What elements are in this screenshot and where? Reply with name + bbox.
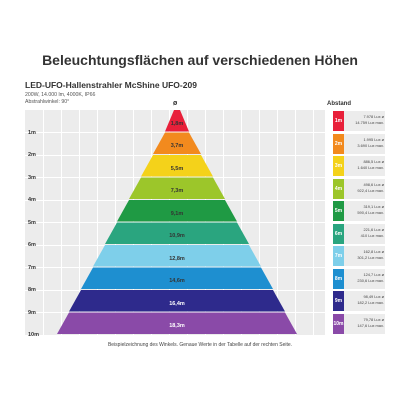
diameter-label: 1,8m [170,120,184,127]
diameter-label: 12,8m [169,255,185,262]
height-label: 8m [28,287,36,293]
diameter-label: 5,5m [170,165,184,172]
page-title: Beleuchtungsflächen auf verschiedenen Hö… [42,52,358,68]
legend-row: 5m 319,1 Lux ø 590,4 Lux max. [333,201,385,221]
diameter-label: 10,9m [169,233,185,240]
light-band [105,222,249,244]
lux-average: 124,7 Lux ø [363,271,384,277]
lux-average: 886,5 Lux ø [363,159,384,164]
legend-chip: 8m [333,268,344,289]
legend-row: 4m 498,6 Lux ø 922,4 Lux max. [333,178,385,199]
light-band [93,245,261,267]
lux-max: 410 Lux max. [360,232,384,238]
height-label: 7m [28,264,36,271]
legend-values: 79,78 Lux ø 147,6 Lux max. [345,317,384,330]
lux-max: 922,4 Lux max. [357,187,384,193]
lux-average: 221,6 Lux ø [363,226,384,232]
diameter-label: 18,3m [169,323,185,330]
caption: Beispielzeichnung des Winkels. Genaue We… [107,342,293,348]
lux-average: 1.995 Lux ø [363,136,384,142]
legend-row: 7m 162,8 Lux ø 301,2 Lux max. [333,246,385,266]
product-specs: 200W, 14.000 lm, 4000K, IP66 [25,92,96,98]
diameter-label: 9,1m [170,210,184,217]
product-title: LED-UFO-Hallenstrahler McShine UFO-209 [25,80,197,90]
diameter-header: ø [173,100,178,107]
height-label: 6m [28,242,36,248]
height-label: 4m [28,197,36,203]
lux-max: 230,6 Lux max. [357,277,384,283]
legend-chip: 5m [333,201,344,221]
light-pyramid [57,110,297,334]
diameter-label: 7,3m [170,188,184,195]
beam-angle: Abstrahlwinkel: 90° [25,99,70,105]
legend-values: 98,49 Lux ø 182,2 Lux max. [345,294,384,307]
height-label: 10m [28,332,40,338]
legend-values: 886,5 Lux ø 1.640 Lux max. [345,159,384,172]
diameter-label: 3,7m [170,143,184,150]
grid-line [25,334,325,336]
light-band [57,312,297,334]
height-label: 5m [28,219,36,226]
light-band [129,177,225,199]
legend-row: 8m 124,7 Lux ø 230,6 Lux max. [333,268,385,289]
legend-row: 10m 79,78 Lux ø 147,6 Lux max. [333,313,385,334]
light-band [69,290,285,312]
legend-row: 9m 98,49 Lux ø 182,2 Lux max. [333,291,385,311]
legend-chip: 3m [333,156,344,176]
light-band [141,155,213,177]
lux-average: 98,49 Lux ø [363,294,384,299]
legend-values: 221,6 Lux ø 410 Lux max. [345,227,384,240]
legend-chip: 1m [333,111,344,131]
legend-values: 162,8 Lux ø 301,2 Lux max. [345,249,384,262]
lux-max: 14.759 Lux max. [355,120,384,126]
lux-max: 182,2 Lux max. [357,300,384,306]
legend-chip: 7m [333,246,344,266]
lux-max: 3.690 Lux max. [357,142,384,148]
lux-average: 162,8 Lux ø [363,249,384,254]
light-band [117,200,237,222]
legend-values: 319,1 Lux ø 590,4 Lux max. [345,204,384,217]
lux-max: 301,2 Lux max. [357,255,384,261]
legend-row: 1m 7.978 Lux ø 14.759 Lux max. [333,111,385,131]
lux-max: 1.640 Lux max. [357,165,384,171]
lux-max: 147,6 Lux max. [357,322,384,328]
legend-values: 1.995 Lux ø 3.690 Lux max. [345,137,384,150]
lux-average: 7.978 Lux ø [363,114,384,119]
legend-row: 3m 886,5 Lux ø 1.640 Lux max. [333,156,385,176]
diameter-label: 16,4m [169,300,185,307]
legend-values: 124,7 Lux ø 230,6 Lux max. [345,272,384,285]
legend-chip: 10m [333,313,344,334]
height-label: 2m [28,152,36,158]
height-label: 9m [28,309,36,316]
legend-values: 498,6 Lux ø 922,4 Lux max. [345,182,384,195]
lux-average: 319,1 Lux ø [363,204,384,209]
legend-chip: 4m [333,178,344,199]
diagram-panel: 1m 2m 3m 4m 5m 6m 7m 8m 9m 10m 1,8m 3,7m 5,5m 7,3m 9,1… [25,110,325,338]
legend-row: 2m 1.995 Lux ø 3.690 Lux max. [333,133,385,154]
lux-average: 498,6 Lux ø [363,181,384,187]
legend-chip: 9m [333,291,344,311]
height-label: 3m [28,174,36,181]
legend-row: 6m 221,6 Lux ø 410 Lux max. [333,223,385,244]
diameter-label: 14,6m [169,278,185,285]
distance-header: Abstand [327,101,351,107]
light-band [153,132,201,154]
lux-max: 590,4 Lux max. [357,210,384,216]
light-band [165,110,189,132]
light-band [81,267,273,289]
legend-values: 7.978 Lux ø 14.759 Lux max. [345,114,384,127]
height-label: 1m [28,129,36,136]
lux-average: 79,78 Lux ø [363,316,384,322]
legend-chip: 2m [333,133,344,154]
legend-chip: 6m [333,223,344,244]
